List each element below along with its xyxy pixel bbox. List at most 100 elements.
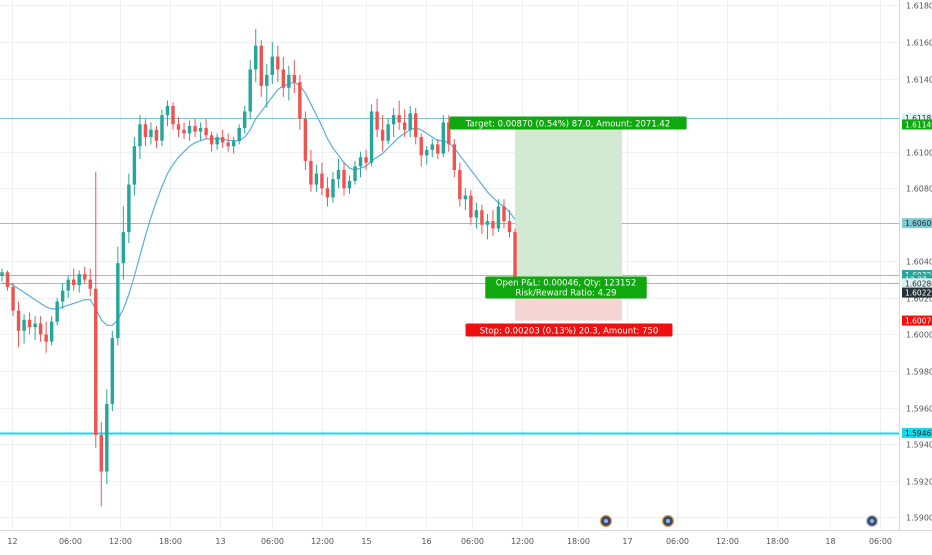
- candle-body: [431, 144, 434, 149]
- candle-body: [89, 280, 92, 289]
- candle-body: [61, 291, 64, 302]
- candle-body: [215, 137, 218, 144]
- price-tag: 1.60280: [902, 278, 932, 288]
- time-tick-label: 13: [215, 537, 225, 546]
- time-tick-label: 06:00: [261, 537, 284, 546]
- price-tick-label: 1.61600: [906, 39, 932, 48]
- candle-body: [293, 75, 296, 82]
- candle-body: [210, 135, 213, 144]
- candle-body: [508, 221, 511, 232]
- candle-body: [177, 124, 180, 129]
- candle-body: [408, 113, 411, 129]
- event-icon[interactable]: [601, 516, 612, 527]
- price-tag-text: 1.60609: [905, 219, 932, 228]
- candle-body: [425, 150, 428, 155]
- candle: [111, 331, 114, 411]
- candle-body: [359, 157, 362, 166]
- candle-body: [254, 46, 257, 70]
- time-tick-label: 12:00: [109, 537, 132, 546]
- time-tick-label: 15: [361, 537, 371, 546]
- candle-body: [105, 404, 108, 472]
- candle: [160, 110, 163, 147]
- time-tick-label: 06:00: [461, 537, 484, 546]
- price-tag: 1.60609: [902, 218, 932, 228]
- candle-body: [188, 126, 191, 133]
- time-tick-label: 12: [7, 537, 17, 546]
- candle-body: [232, 141, 235, 146]
- price-tick-label: 1.59800: [906, 368, 932, 377]
- candle-body: [149, 130, 152, 137]
- candle-body: [249, 69, 252, 111]
- candle-body: [304, 119, 307, 161]
- price-tick-label: 1.59200: [906, 478, 932, 487]
- stop-label-text: Stop: 0.00203 (0.13%) 20.3, Amount: 750: [480, 327, 659, 337]
- candle-body: [436, 144, 439, 153]
- candle-body: [392, 115, 395, 124]
- candle-body: [78, 274, 81, 285]
- candle-body: [442, 122, 445, 153]
- candle-body: [337, 170, 340, 179]
- time-tick-label: 06:00: [869, 537, 892, 546]
- candle-body: [237, 128, 240, 141]
- candle-body: [50, 322, 53, 342]
- candle-body: [28, 320, 31, 327]
- price-tick-label: 1.60800: [906, 185, 932, 194]
- candle-body: [182, 130, 185, 134]
- price-tag: 1.60229: [902, 288, 932, 298]
- event-icon[interactable]: [867, 516, 878, 527]
- price-tag-text: 1.61149: [905, 120, 932, 129]
- time-tick-label: 18: [825, 537, 835, 546]
- candle-body: [83, 274, 86, 279]
- candle-body: [331, 179, 334, 197]
- candle-body: [342, 170, 345, 188]
- price-tick-label: 1.60000: [906, 331, 932, 340]
- candle-body: [33, 323, 36, 327]
- time-tick-label: 18:00: [766, 537, 789, 546]
- candle-body: [111, 338, 114, 404]
- target-zone: [515, 124, 622, 283]
- price-tick-label: 1.61000: [906, 149, 932, 158]
- candle-body: [486, 221, 489, 225]
- candle-body: [39, 323, 42, 334]
- candle-body: [17, 311, 20, 331]
- event-icon[interactable]: [663, 516, 674, 527]
- price-tick-label: 1.59600: [906, 405, 932, 414]
- time-tick-label: 12:00: [511, 537, 534, 546]
- price-tag-text: 1.60280: [905, 279, 932, 288]
- candle-body: [94, 289, 97, 435]
- candle-body: [199, 128, 202, 132]
- candle-body: [497, 207, 500, 229]
- candle-body: [386, 124, 389, 140]
- time-tick-label: 18:00: [159, 537, 182, 546]
- candle-body: [22, 320, 25, 331]
- candle-body: [491, 221, 494, 228]
- pnl-text: Open P&L: 0.00046, Qty: 123152: [496, 278, 636, 288]
- candle-body: [116, 263, 119, 338]
- pnl-label: Open P&L: 0.00046, Qty: 123152Risk/Rewar…: [485, 276, 647, 298]
- time-tick-label: 12:00: [716, 537, 739, 546]
- candle-body: [370, 111, 373, 162]
- candle-body: [221, 137, 224, 142]
- candle-body: [348, 181, 351, 188]
- candle-body: [458, 170, 461, 199]
- time-tick-label: 12:00: [311, 537, 334, 546]
- time-tick-label: 06:00: [666, 537, 689, 546]
- candle-body: [11, 287, 14, 311]
- time-tick-label: 17: [622, 537, 632, 546]
- candle-body: [100, 435, 103, 472]
- candle-body: [138, 124, 141, 146]
- candle-body: [414, 113, 417, 137]
- candle-body: [171, 106, 174, 124]
- candle-body: [315, 174, 318, 185]
- candle-body: [160, 115, 163, 141]
- candle-body: [193, 126, 196, 131]
- candle-body: [122, 232, 125, 263]
- candle: [513, 228, 516, 281]
- candle-body: [309, 161, 312, 185]
- candle-body: [276, 57, 279, 70]
- candle-body: [397, 115, 400, 122]
- candle-body: [260, 46, 263, 86]
